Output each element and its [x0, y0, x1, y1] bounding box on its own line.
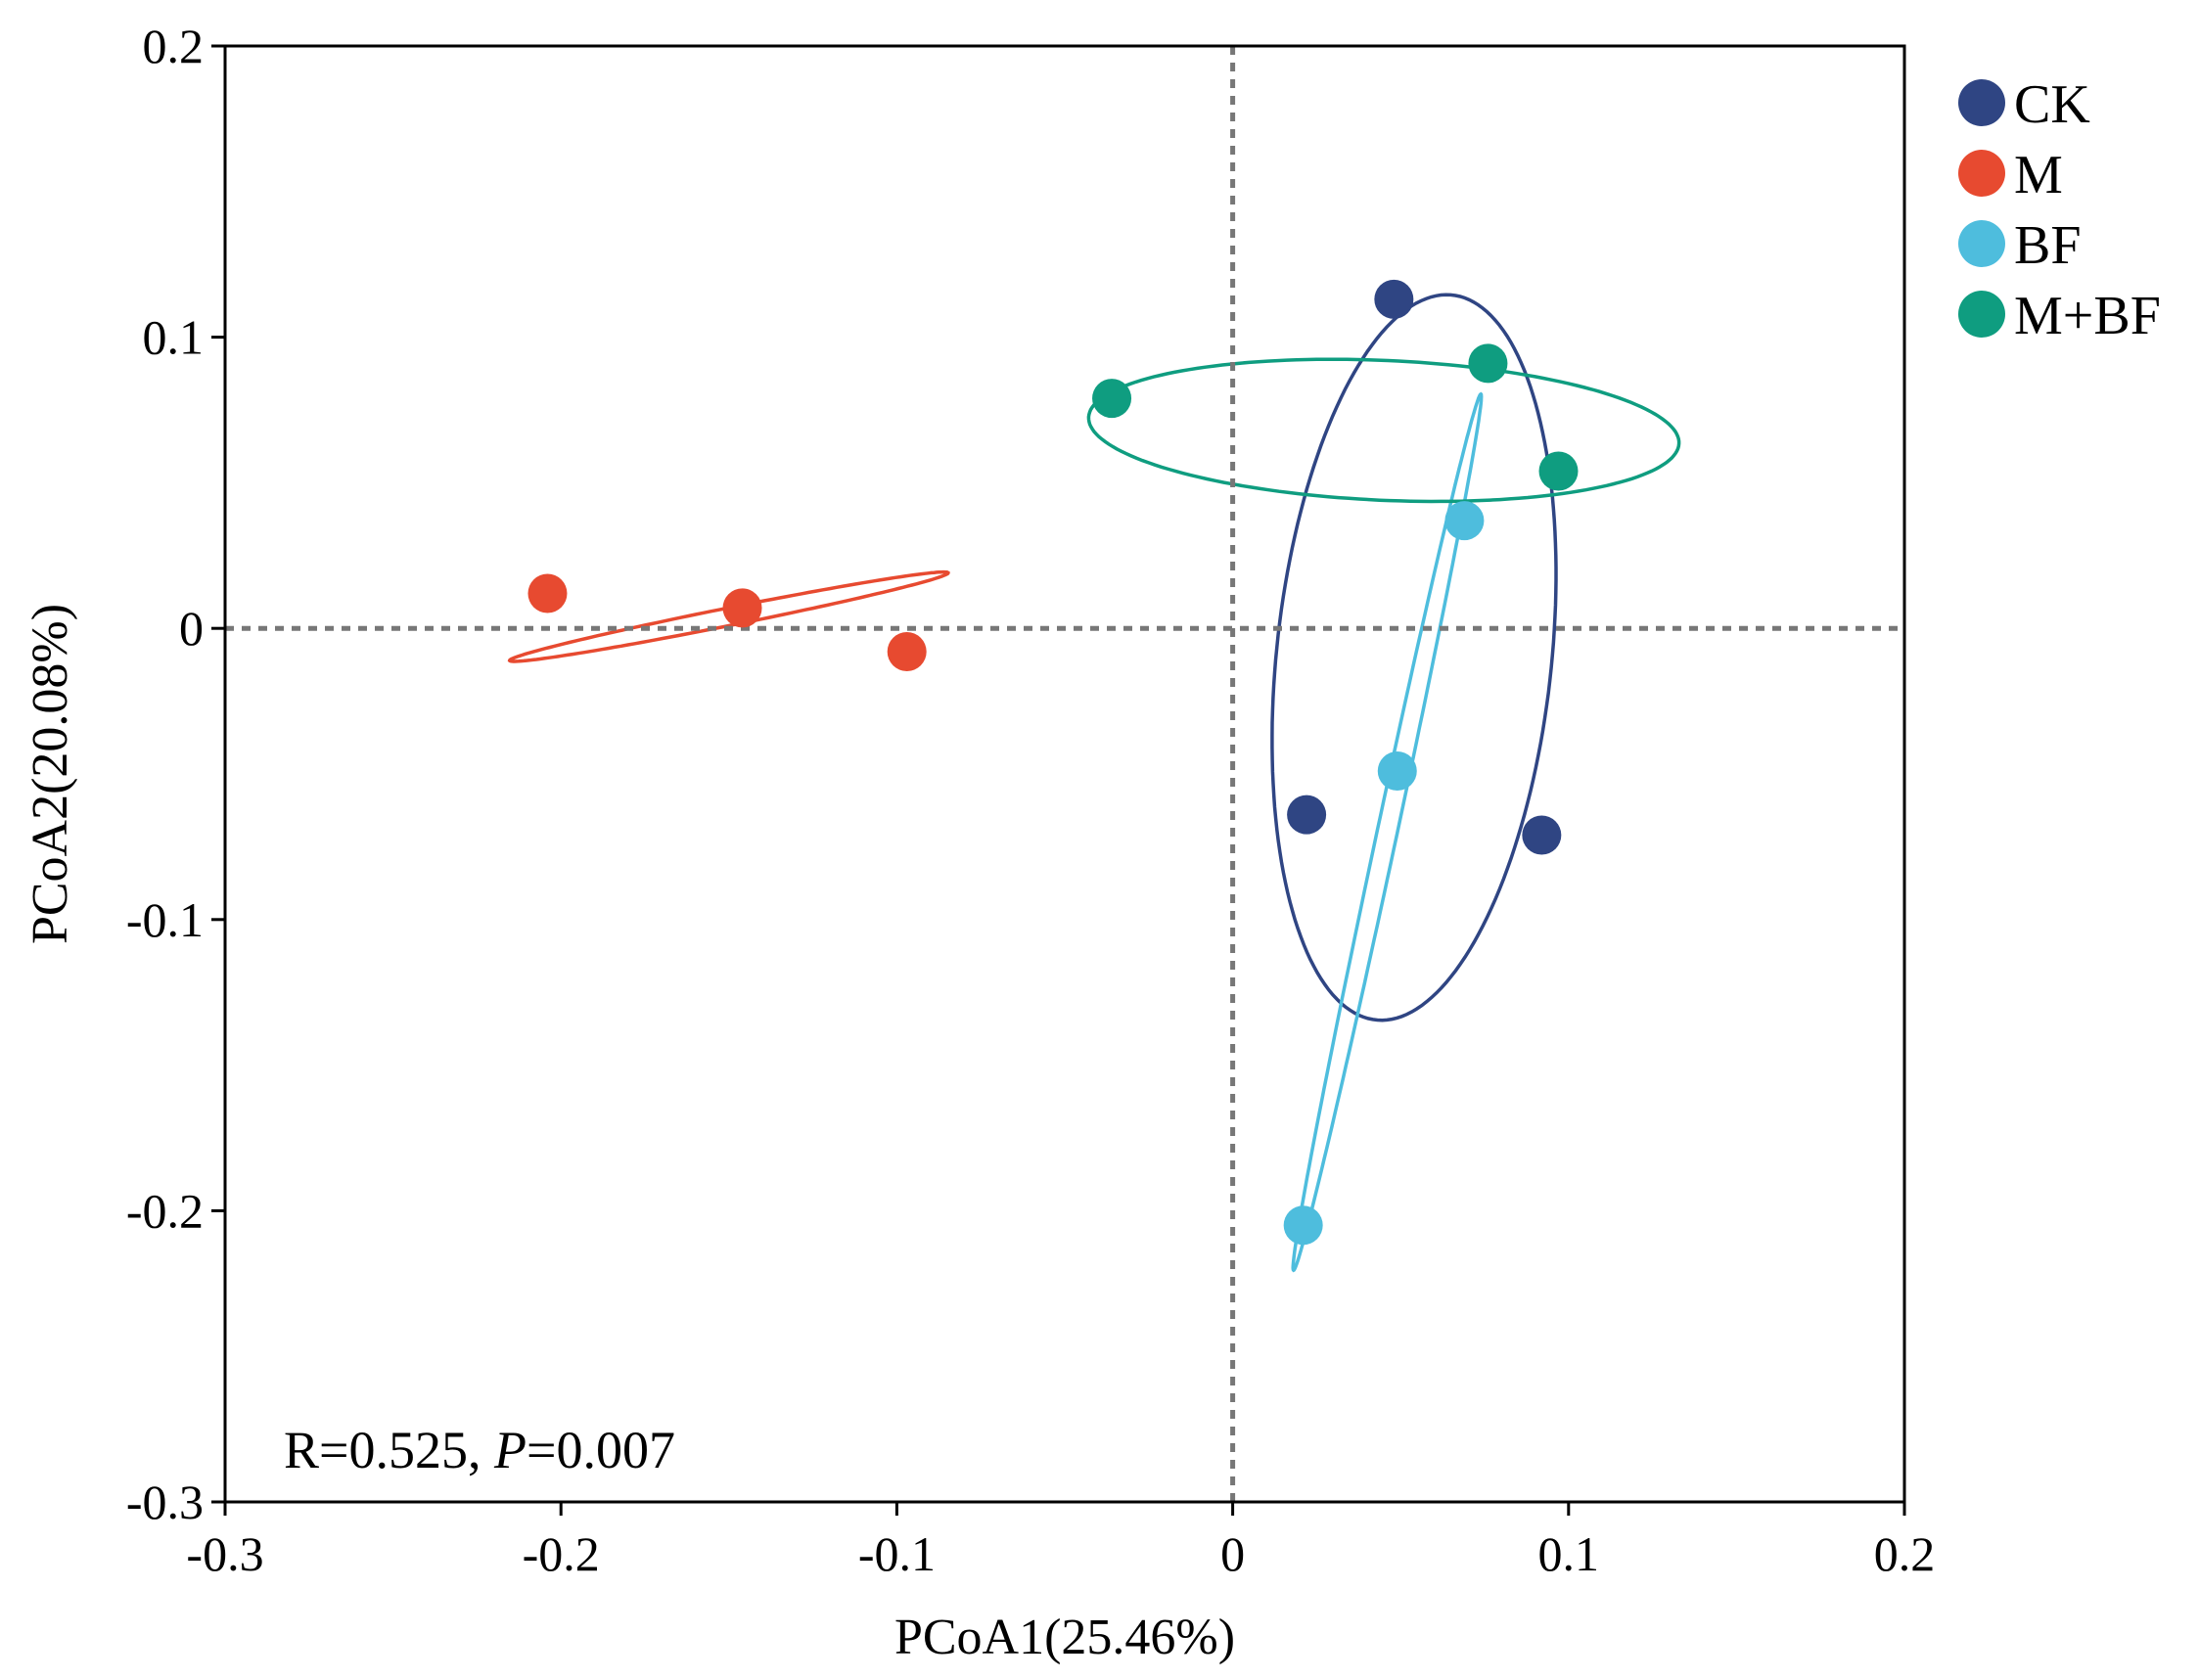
x-tick-label: -0.2	[523, 1526, 600, 1581]
point-m	[887, 632, 927, 672]
y-tick-label: 0.2	[143, 19, 205, 73]
y-tick-label: -0.2	[126, 1183, 204, 1238]
ellipse-ck	[1270, 293, 1558, 1022]
group-ellipses	[507, 293, 1681, 1273]
legend-label: M+BF	[2014, 286, 2161, 346]
zero-reference-lines	[225, 46, 1904, 1502]
point-ck	[1522, 815, 1562, 855]
stats-annotation-suffix: =0.007	[527, 1421, 675, 1479]
stats-annotation-prefix: R=0.525,	[284, 1421, 494, 1479]
legend-marker-bf	[1958, 220, 2005, 267]
x-tick-label: 0	[1220, 1526, 1245, 1581]
x-tick-label: 0.1	[1538, 1526, 1600, 1581]
point-bf	[1283, 1205, 1323, 1246]
point-m-bf	[1538, 451, 1579, 491]
x-tick-label: 0.2	[1874, 1526, 1936, 1581]
y-tick-label: 0	[179, 601, 204, 656]
point-bf	[1377, 751, 1417, 792]
point-m-bf	[1092, 379, 1132, 419]
legend-marker-ck	[1958, 79, 2005, 126]
point-ck	[1287, 795, 1327, 835]
stats-annotation-p: P	[493, 1421, 527, 1479]
legend-label: BF	[2014, 215, 2082, 276]
x-tick-label: -0.3	[186, 1526, 263, 1581]
y-tick-label: 0.1	[143, 310, 205, 365]
data-points	[527, 279, 1579, 1246]
point-bf	[1444, 501, 1485, 541]
ellipse-m-bf	[1086, 357, 1681, 504]
legend-label: M	[2014, 145, 2063, 205]
ellipse-m	[507, 569, 950, 663]
x-axis-title: PCoA1(25.46%)	[894, 1610, 1235, 1665]
stats-annotation: R=0.525, P=0.007	[284, 1421, 675, 1479]
plot-frame	[223, 44, 1906, 1504]
legend: CK M BF M+BF	[1958, 74, 2161, 346]
legend-label: CK	[2014, 74, 2090, 135]
point-ck	[1374, 279, 1414, 319]
point-m-bf	[1468, 343, 1508, 384]
y-tick-label: -0.3	[126, 1475, 204, 1529]
ellipse-bf	[1291, 391, 1484, 1273]
axis-ticks: -0.3 -0.2 -0.1 0 0.1 0.2 -0.3 -0.2 -0.1 0 0.1 0.2	[126, 19, 1935, 1581]
plot-border	[223, 44, 1906, 1504]
legend-marker-m	[1958, 150, 2005, 197]
y-axis-title: PCoA2(20.08%)	[23, 604, 78, 944]
point-m	[722, 588, 762, 628]
y-tick-label: -0.1	[126, 892, 204, 947]
point-m	[527, 573, 568, 613]
x-tick-label: -0.1	[858, 1526, 936, 1581]
legend-marker-m-bf	[1958, 291, 2005, 338]
